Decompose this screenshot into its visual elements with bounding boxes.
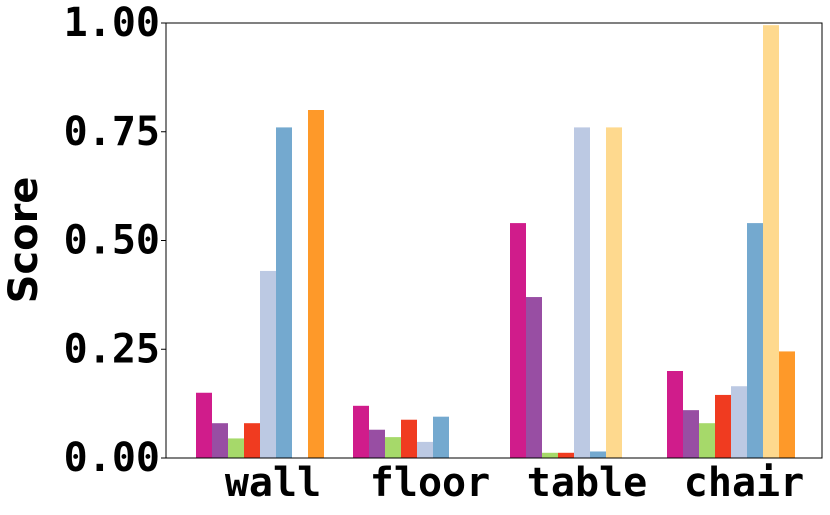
bar [417, 441, 433, 458]
x-tick-label: floor [370, 460, 490, 506]
bar [212, 423, 228, 458]
bar [683, 410, 699, 458]
bar [385, 437, 401, 458]
bar [574, 127, 590, 459]
bar [276, 127, 292, 459]
bar [369, 429, 385, 458]
bar [542, 452, 558, 458]
bar [731, 386, 747, 458]
bar [353, 405, 369, 458]
bar [558, 452, 574, 458]
bar [308, 110, 324, 458]
bar [779, 351, 795, 458]
bar [526, 297, 542, 458]
y-tick-label: 0.25 [64, 326, 160, 372]
y-tick-label: 0.00 [64, 435, 160, 481]
bar [590, 451, 606, 458]
bar [747, 223, 763, 458]
bar [606, 127, 622, 459]
bar [244, 423, 260, 458]
bar [401, 419, 417, 458]
x-tick-label: chair [684, 460, 804, 506]
bar [699, 423, 715, 458]
x-tick-label: wall [225, 460, 321, 506]
y-axis-label: Score [1, 177, 47, 304]
bar [228, 438, 244, 458]
y-tick-label: 0.50 [64, 218, 160, 264]
y-tick-label: 0.75 [64, 109, 160, 155]
x-tick-label: table [527, 460, 647, 506]
y-tick-label: 1.00 [64, 0, 160, 46]
bar [667, 371, 683, 458]
bar [260, 270, 276, 458]
bar [763, 25, 779, 459]
bar [196, 392, 212, 458]
bar [433, 416, 449, 458]
bar [510, 223, 526, 458]
bar [715, 394, 731, 458]
plot-frame [165, 22, 823, 459]
